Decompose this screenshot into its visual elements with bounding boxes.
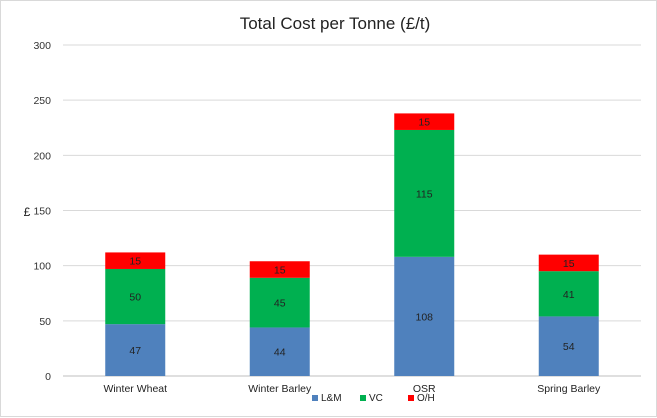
- category-label: Winter Wheat: [103, 383, 167, 395]
- legend-entry: O/H: [417, 393, 435, 404]
- bar-segment-vc: [538, 271, 599, 317]
- bar-segment-oh: [105, 252, 166, 269]
- chart-title: Total Cost per Tonne (£/t): [240, 14, 431, 33]
- category-label: Spring Barley: [537, 383, 601, 395]
- data-label: 108: [415, 311, 433, 323]
- data-label: 41: [563, 289, 575, 301]
- y-axis-ticks: 0 50 100 150 200 250 300: [33, 40, 51, 383]
- legend-swatch: [408, 395, 414, 401]
- bar-segment-oh: [394, 113, 455, 130]
- y-tick-label: 250: [33, 95, 51, 107]
- data-label: 15: [274, 265, 286, 277]
- data-label: 47: [129, 345, 141, 357]
- data-label: 54: [563, 341, 575, 353]
- bars: 47 50 15 44 45 15 108 115 15 54 41 15: [105, 113, 599, 376]
- y-tick-label: 200: [33, 150, 51, 162]
- bar-segment-lm: [249, 327, 310, 376]
- bar-segment-vc: [249, 277, 310, 328]
- legend-entry: L&M: [321, 393, 342, 404]
- data-label: 50: [129, 292, 141, 304]
- data-label: 15: [129, 256, 141, 268]
- bar-segment-oh: [538, 254, 599, 272]
- bar-segment-vc: [105, 268, 166, 325]
- data-label: 15: [418, 117, 430, 129]
- bar-segment-lm: [394, 256, 455, 376]
- y-tick-label: 50: [39, 316, 51, 328]
- data-label: 45: [274, 298, 286, 310]
- y-tick-label: 300: [33, 40, 51, 52]
- bar-segment-lm: [538, 316, 599, 376]
- category-labels: Winter Wheat Winter Barley OSR Spring Barle…: [103, 383, 601, 395]
- bar-segment-vc: [394, 129, 455, 257]
- legend-swatch: [312, 395, 318, 401]
- category-label: Winter Barley: [248, 383, 312, 395]
- data-label: 15: [563, 258, 575, 270]
- legend: L&M VC O/H: [312, 393, 435, 404]
- bar-segment-oh: [249, 261, 310, 278]
- data-label: 44: [274, 347, 286, 359]
- legend-swatch: [360, 395, 366, 401]
- y-tick-label: 0: [45, 371, 51, 383]
- y-axis-label: £: [24, 205, 31, 219]
- data-label: 115: [416, 188, 433, 200]
- y-tick-label: 100: [33, 261, 51, 273]
- legend-entry: VC: [369, 393, 383, 404]
- y-tick-label: 150: [33, 206, 51, 218]
- category-label: OSR: [413, 383, 436, 395]
- bar-segment-lm: [105, 324, 166, 376]
